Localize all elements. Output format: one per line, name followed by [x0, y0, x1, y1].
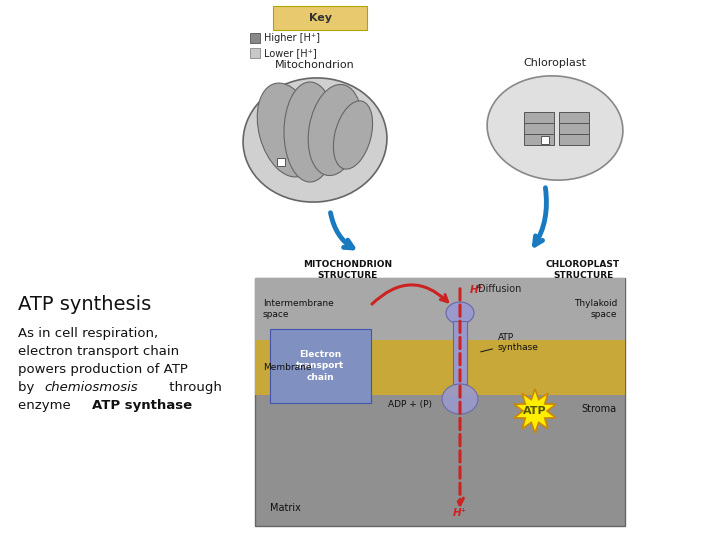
Ellipse shape [257, 83, 317, 177]
Bar [255, 278, 625, 340]
Bar [277, 158, 285, 166]
Text: Key: Key [308, 13, 331, 23]
Ellipse shape [487, 76, 623, 180]
Text: Mitochondrion: Mitochondrion [275, 60, 355, 70]
FancyBboxPatch shape [524, 123, 554, 134]
Text: Higher [H⁺]: Higher [H⁺] [264, 33, 320, 43]
Bar [250, 33, 260, 43]
FancyBboxPatch shape [273, 6, 367, 30]
Text: Stroma: Stroma [582, 404, 617, 414]
Text: Chloroplast: Chloroplast [523, 58, 587, 68]
Text: by: by [18, 381, 39, 394]
Ellipse shape [308, 84, 362, 176]
Ellipse shape [284, 82, 336, 182]
Text: electron transport chain: electron transport chain [18, 345, 179, 358]
Text: ATP: ATP [523, 406, 546, 416]
FancyBboxPatch shape [559, 123, 589, 134]
Text: H⁺: H⁺ [453, 508, 467, 518]
Text: Membrane: Membrane [263, 363, 312, 372]
Text: ATP synthesis: ATP synthesis [18, 295, 151, 314]
Text: ATP
synthase: ATP synthase [481, 333, 539, 352]
Bar [255, 278, 625, 526]
Text: ATP synthase: ATP synthase [91, 399, 192, 412]
Bar [453, 321, 467, 384]
FancyBboxPatch shape [524, 134, 554, 145]
Ellipse shape [442, 384, 478, 414]
Text: Thylakoid
space: Thylakoid space [574, 299, 617, 319]
Text: CHLOROPLAST
STRUCTURE: CHLOROPLAST STRUCTURE [546, 260, 620, 280]
Ellipse shape [446, 302, 474, 324]
Text: Electron
transport
chain: Electron transport chain [297, 350, 345, 382]
Text: As in cell respiration,: As in cell respiration, [18, 327, 158, 340]
FancyBboxPatch shape [559, 134, 589, 145]
FancyBboxPatch shape [270, 329, 371, 403]
Text: Lower [H⁺]: Lower [H⁺] [264, 48, 317, 58]
Text: ADP + (P): ADP + (P) [388, 400, 432, 408]
Polygon shape [514, 389, 556, 433]
Text: H⁺: H⁺ [470, 285, 484, 295]
Text: chemiosmosis: chemiosmosis [45, 381, 138, 394]
FancyBboxPatch shape [559, 112, 589, 123]
Text: Matrix: Matrix [270, 503, 301, 513]
Bar [255, 340, 625, 395]
Text: powers production of ATP: powers production of ATP [18, 363, 188, 376]
FancyBboxPatch shape [524, 112, 554, 123]
Text: enzyme: enzyme [18, 399, 75, 412]
Bar [250, 48, 260, 58]
Text: MITOCHONDRION
STRUCTURE: MITOCHONDRION STRUCTURE [303, 260, 392, 280]
Text: through: through [166, 381, 222, 394]
Ellipse shape [333, 101, 373, 169]
Bar [541, 136, 549, 144]
Text: Diffusion: Diffusion [478, 284, 521, 294]
Ellipse shape [243, 78, 387, 202]
Text: Intermembrane
space: Intermembrane space [263, 299, 334, 319]
